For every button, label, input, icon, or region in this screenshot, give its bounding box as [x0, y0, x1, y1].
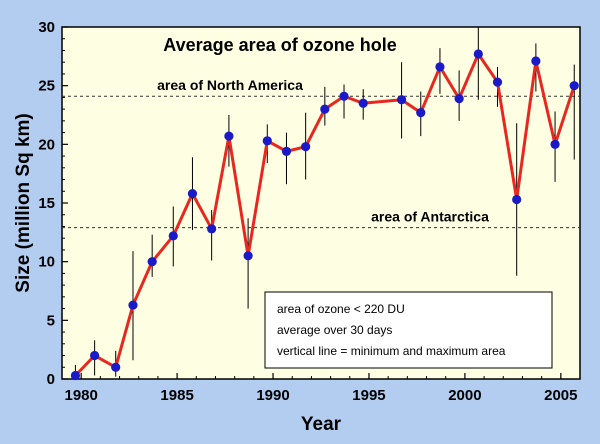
data-point	[70, 370, 81, 381]
reference-line-label: area of Antarctica	[371, 209, 489, 225]
x-axis-title: Year	[301, 414, 342, 435]
data-point	[569, 81, 579, 91]
y-tick-label: 0	[47, 371, 55, 388]
annotation-line: vertical line = minimum and maximum area	[277, 344, 506, 358]
data-point	[320, 104, 330, 114]
data-markers	[70, 49, 579, 381]
data-point	[207, 224, 217, 234]
data-point	[281, 146, 292, 156]
data-point	[550, 139, 560, 149]
data-point	[224, 131, 234, 141]
y-axis-title: Size (million Sq km)	[13, 113, 34, 292]
data-point	[396, 95, 407, 105]
reference-lines: area of North America area of Antarctica	[62, 77, 580, 229]
y-tick-label: 25	[38, 78, 55, 95]
data-point	[90, 350, 100, 361]
data-point	[262, 136, 272, 146]
data-point	[435, 62, 445, 72]
chart-title: Average area of ozone hole	[163, 35, 396, 55]
data-point	[339, 91, 349, 101]
series-line-layer	[74, 52, 576, 377]
data-point	[492, 77, 503, 87]
y-tick-label: 20	[38, 136, 55, 153]
data-point	[416, 108, 426, 118]
data-point	[301, 142, 311, 152]
data-point	[512, 194, 522, 205]
data-point	[168, 231, 178, 241]
series-line	[74, 52, 576, 377]
annotation-box-frame	[264, 291, 553, 369]
data-point	[128, 300, 138, 310]
x-tick-label: 1980	[64, 387, 97, 404]
data-point	[358, 98, 368, 108]
y-tick-label: 10	[38, 254, 55, 271]
data-point	[454, 93, 464, 104]
data-point	[531, 56, 541, 66]
annotation-box: area of ozone < 220 DU average over 30 da…	[264, 291, 553, 369]
y-tick-label: 30	[38, 19, 55, 36]
x-tick-label: 2005	[544, 387, 577, 404]
reference-line-label: area of North America	[157, 77, 303, 93]
x-tick-label: 1990	[256, 387, 289, 404]
data-point	[473, 49, 483, 59]
y-tick-label: 15	[38, 195, 55, 212]
axes: 1980 1985 1990 1995 2000 2005 0 5 10 15 20 25 30	[38, 19, 581, 404]
x-tick-label: 1995	[352, 387, 385, 404]
data-point	[147, 257, 157, 267]
y-tick-label: 5	[47, 312, 55, 329]
x-tick-label: 1985	[160, 387, 193, 404]
annotation-line: area of ozone < 220 DU	[277, 302, 405, 316]
data-point	[111, 362, 121, 372]
data-point	[187, 189, 198, 199]
data-point	[243, 251, 253, 261]
x-tick-label: 2000	[448, 387, 481, 404]
annotation-line: average over 30 days	[277, 323, 392, 337]
